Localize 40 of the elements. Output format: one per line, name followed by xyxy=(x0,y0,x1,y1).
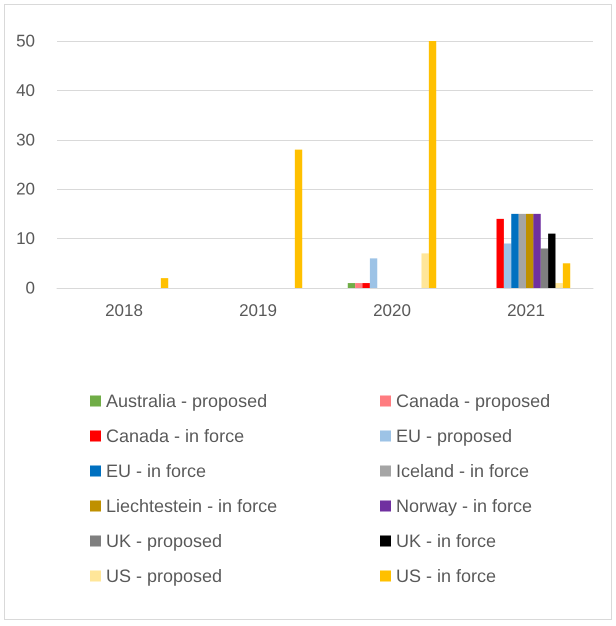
legend-label: US - proposed xyxy=(106,566,222,586)
legend-label: EU - proposed xyxy=(396,426,512,446)
bar xyxy=(355,283,363,288)
y-tick-label: 30 xyxy=(16,130,35,150)
legend-label: UK - proposed xyxy=(106,531,222,551)
legend-label: Norway - in force xyxy=(396,496,532,516)
legend-label: US - in force xyxy=(396,566,496,586)
y-tick-label: 10 xyxy=(16,229,35,248)
legend-label: Canada - in force xyxy=(106,426,244,446)
bar xyxy=(294,150,302,288)
bar xyxy=(504,244,512,288)
x-tick-label: 2021 xyxy=(507,301,545,320)
bar xyxy=(533,214,541,288)
legend-label: Iceland - in force xyxy=(396,461,530,481)
bar xyxy=(428,41,436,288)
bar xyxy=(548,234,556,288)
bar xyxy=(362,283,370,288)
y-tick-label: 40 xyxy=(16,80,35,100)
bar xyxy=(496,218,504,288)
y-tick-label: 20 xyxy=(16,180,35,199)
bar xyxy=(526,214,534,288)
legend-label: Liechtestein - in force xyxy=(106,496,278,516)
legend-label: UK - in force xyxy=(396,531,496,551)
bar xyxy=(518,214,526,288)
legend-label: EU - in force xyxy=(106,461,206,481)
bar xyxy=(160,278,168,288)
legend-label: Canada - proposed xyxy=(396,391,550,411)
bar xyxy=(421,253,429,288)
bar xyxy=(511,214,519,288)
bar xyxy=(562,263,570,288)
bar xyxy=(348,283,356,288)
bar xyxy=(370,258,378,288)
y-tick-label: 0 xyxy=(26,278,35,298)
legend-label: Australia - proposed xyxy=(106,391,268,411)
bar xyxy=(540,248,548,288)
x-tick-label: 2020 xyxy=(373,301,411,320)
x-tick-label: 2018 xyxy=(105,301,143,320)
x-tick-label: 2019 xyxy=(239,301,277,320)
y-tick-label: 50 xyxy=(16,32,35,50)
bar xyxy=(555,283,563,288)
